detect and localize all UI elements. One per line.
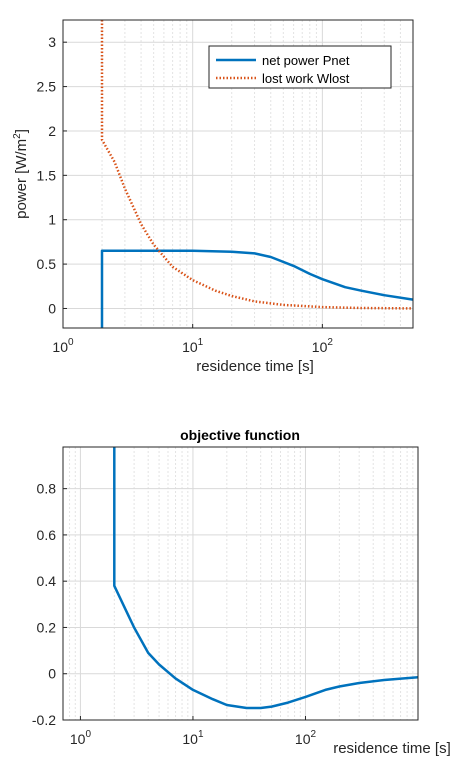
series-top [100, 20, 414, 328]
legend-box [208, 45, 392, 89]
series-line-1 [113, 447, 419, 710]
x-tick-base: 10 [295, 731, 311, 747]
y-axis-label-sup: 2 [12, 133, 23, 139]
y-tick-label: 0 [48, 300, 56, 316]
x-ticks-bottom: 100 101 102 [70, 716, 317, 747]
x-tick-label: 102 [312, 337, 334, 355]
y-tick-label: 2 [48, 123, 56, 139]
x-tick-base: 10 [70, 731, 86, 747]
grid-top [63, 20, 413, 328]
y-axis-label-end: ] [13, 129, 30, 133]
x-tick-label: 101 [182, 337, 204, 355]
y-tick-label: 1.5 [37, 167, 57, 183]
x-tick-exponent: 0 [68, 337, 74, 348]
chart-title-bottom: objective function [180, 427, 300, 443]
legend-label-pnet: net power Pnet [262, 53, 350, 68]
x-axis-label-top: residence time [s] [196, 358, 314, 375]
y-tick-label: 0.4 [37, 573, 57, 589]
x-tick-exponent: 1 [198, 729, 204, 740]
y-axis-label-top: power [W/m2] [12, 129, 30, 219]
y-axis-label-main: power [W/m [13, 139, 30, 219]
x-axis-label-bottom: residence time [s] [333, 740, 451, 757]
x-tick-base: 10 [312, 339, 328, 355]
y-tick-label: 3 [48, 34, 56, 50]
series-bottom [113, 447, 419, 710]
x-tick-exponent: 0 [85, 729, 91, 740]
x-tick-label: 101 [182, 729, 204, 747]
axes-box-bottom [62, 446, 419, 721]
chart-top: 00.511.522.53 100 101 102 residence time [… [12, 19, 414, 375]
x-ticks-top: 100 101 102 [52, 324, 333, 355]
chart-bottom: objective function -0.200.20.40.60.8 100… [32, 427, 451, 757]
x-tick-exponent: 2 [310, 729, 316, 740]
x-tick-exponent: 1 [198, 337, 204, 348]
y-tick-label: 0.6 [37, 527, 57, 543]
x-tick-base: 10 [182, 731, 198, 747]
y-tick-label: 0 [48, 666, 56, 682]
y-tick-label: 0.2 [37, 619, 57, 635]
x-tick-exponent: 2 [327, 337, 333, 348]
x-tick-base: 10 [52, 339, 68, 355]
legend: net power Pnet lost work Wlost [208, 45, 392, 89]
plot-area-bottom [63, 447, 418, 720]
x-tick-label: 100 [70, 729, 92, 747]
y-tick-label: 1 [48, 212, 56, 228]
y-tick-label: -0.2 [32, 712, 56, 728]
x-tick-label: 100 [52, 337, 74, 355]
series-line-2 [100, 20, 414, 310]
axes-box-top [62, 19, 414, 329]
y-ticks-top: 0 0.5 1 1.5 2 2.5 3 [37, 34, 67, 316]
legend-label-wlost: lost work Wlost [262, 71, 350, 86]
x-tick-base: 10 [182, 339, 198, 355]
x-tick-label: 102 [295, 729, 317, 747]
y-tick-label: 2.5 [37, 79, 57, 95]
y-tick-label: 0.8 [37, 481, 57, 497]
y-ticks-bottom: -0.2 0 0.2 0.4 0.6 0.8 [32, 481, 67, 728]
y-tick-label: 0.5 [37, 256, 57, 272]
